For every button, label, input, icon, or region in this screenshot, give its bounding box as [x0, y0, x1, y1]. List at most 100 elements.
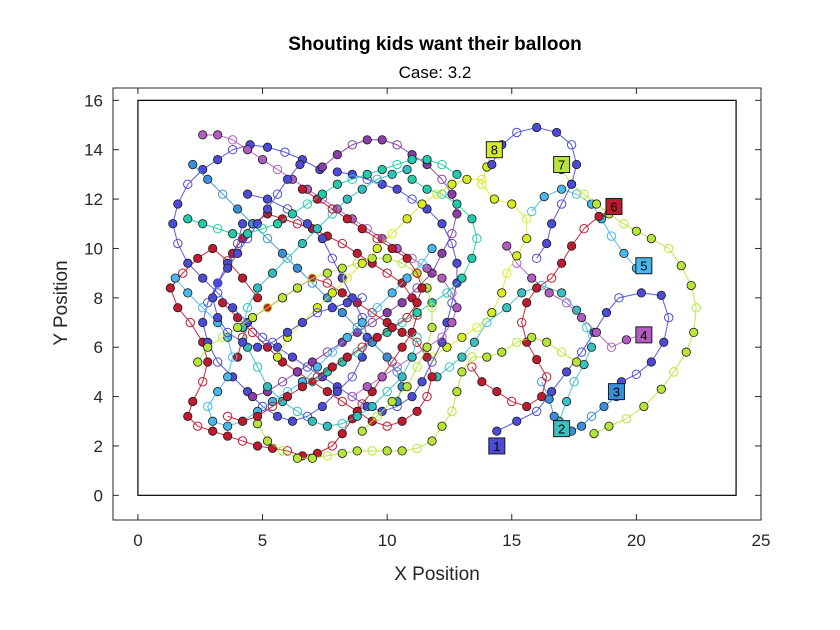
- plot-area: 1 2 3 4 5 6 7 8: [137, 99, 737, 496]
- trajectory-point: [646, 357, 656, 367]
- trajectory-point: [382, 253, 392, 263]
- trajectory-point: [297, 238, 308, 249]
- trajectory-point: [546, 273, 557, 283]
- trajectory-point: [382, 446, 392, 456]
- trajectory-point: [352, 347, 362, 357]
- trajectory-point: [656, 384, 666, 394]
- trajectory-point: [532, 354, 542, 365]
- x-tick-label: 15: [502, 531, 521, 550]
- trajectory-point: [457, 367, 467, 377]
- trajectory-point: [392, 140, 402, 150]
- trajectory-point: [203, 342, 213, 352]
- trajectory-point: [327, 441, 338, 451]
- trajectory-point: [452, 199, 462, 209]
- trajectory-point: [579, 224, 589, 234]
- trajectory-point: [437, 174, 447, 185]
- trajectory-point: [357, 342, 367, 352]
- trajectory-point: [601, 308, 612, 318]
- trajectory-point: [352, 322, 362, 333]
- trajectory-point: [213, 387, 223, 397]
- trajectory-point: [397, 342, 407, 352]
- trajectory-point: [492, 426, 502, 436]
- trajectory-point: [183, 214, 193, 224]
- trajectory-point: [392, 367, 402, 377]
- trajectory-point: [589, 428, 599, 439]
- trajectory-point: [183, 411, 193, 421]
- y-tick-label: 4: [94, 388, 103, 407]
- trajectory-point: [267, 396, 278, 407]
- trajectory-point: [282, 204, 293, 214]
- trajectory-point: [322, 451, 333, 461]
- trajectory-point: [280, 147, 290, 157]
- trajectory-point: [342, 352, 352, 362]
- trajectory-point: [203, 298, 213, 308]
- trajectory-line: [561, 169, 697, 435]
- trajectory-point: [165, 283, 175, 293]
- trajectory-point: [417, 377, 427, 387]
- trajectory-point: [327, 209, 338, 219]
- trajectory-point: [327, 347, 338, 357]
- trajectory-point: [586, 411, 597, 422]
- trajectory-point: [173, 199, 183, 209]
- trajectory-point: [591, 327, 602, 337]
- trajectory-point: [352, 446, 362, 456]
- trajectory-point: [452, 169, 462, 179]
- trajectory-point: [447, 298, 457, 308]
- trajectory-point: [208, 416, 218, 426]
- trajectory-point: [252, 283, 263, 293]
- trajectory-point: [547, 219, 557, 229]
- trajectory-point: [689, 327, 699, 337]
- trajectory-point: [287, 416, 298, 426]
- trajectory-point: [262, 382, 273, 392]
- trajectory-point: [297, 317, 308, 328]
- trajectory-point: [272, 219, 283, 229]
- trajectory-point: [507, 396, 517, 407]
- trajectory-point: [382, 268, 392, 278]
- trajectory-point: [387, 169, 397, 179]
- trajectory-point: [223, 421, 233, 431]
- trajectory-point: [392, 159, 402, 170]
- trajectory-point: [472, 322, 482, 333]
- trajectory-point: [691, 303, 701, 313]
- trajectory-point: [193, 421, 203, 431]
- trajectory-point: [487, 308, 497, 318]
- trajectory-point: [402, 382, 412, 392]
- trajectory-point: [238, 273, 248, 283]
- trajectory-point: [357, 426, 367, 436]
- trajectory-point: [217, 332, 228, 343]
- trajectory-point: [557, 288, 567, 298]
- agent-start-label: 5: [640, 259, 647, 274]
- trajectory-point: [173, 303, 183, 313]
- trajectory-point: [599, 401, 609, 412]
- trajectory-point: [669, 367, 679, 377]
- trajectory-point: [497, 347, 507, 357]
- trajectory-line: [192, 164, 403, 402]
- trajectory-point: [322, 421, 332, 431]
- trajectory-point: [183, 288, 193, 298]
- trajectory-point: [347, 140, 357, 150]
- trajectory-point: [412, 308, 422, 318]
- trajectory-point: [337, 396, 347, 407]
- trajectory-point: [542, 337, 552, 347]
- trajectory-point: [656, 290, 666, 300]
- trajectory-point: [422, 263, 432, 273]
- agent-start-marker: [488, 437, 506, 455]
- trajectory-point: [218, 298, 228, 308]
- trajectory-point: [212, 224, 223, 234]
- trajectory-point: [203, 174, 213, 184]
- trajectory-point: [277, 248, 288, 258]
- trajectory-point: [397, 258, 407, 268]
- trajectory-point: [397, 416, 407, 426]
- trajectory-point: [462, 174, 472, 184]
- trajectory-point: [412, 298, 422, 308]
- trajectory-point: [566, 179, 577, 189]
- trajectory-point: [427, 357, 437, 367]
- trajectory-point: [302, 199, 313, 209]
- trajectory-point: [487, 159, 497, 170]
- trajectory-point: [512, 337, 522, 347]
- trajectory-point: [257, 332, 268, 343]
- trajectory-point: [407, 194, 417, 204]
- trajectory-point: [561, 396, 572, 407]
- trajectory-point: [387, 243, 397, 254]
- trajectory-point: [576, 312, 587, 323]
